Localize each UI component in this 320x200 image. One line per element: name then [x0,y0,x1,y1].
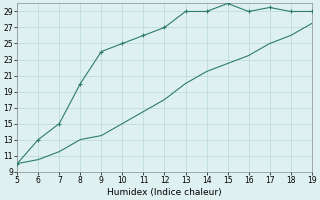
X-axis label: Humidex (Indice chaleur): Humidex (Indice chaleur) [107,188,222,197]
